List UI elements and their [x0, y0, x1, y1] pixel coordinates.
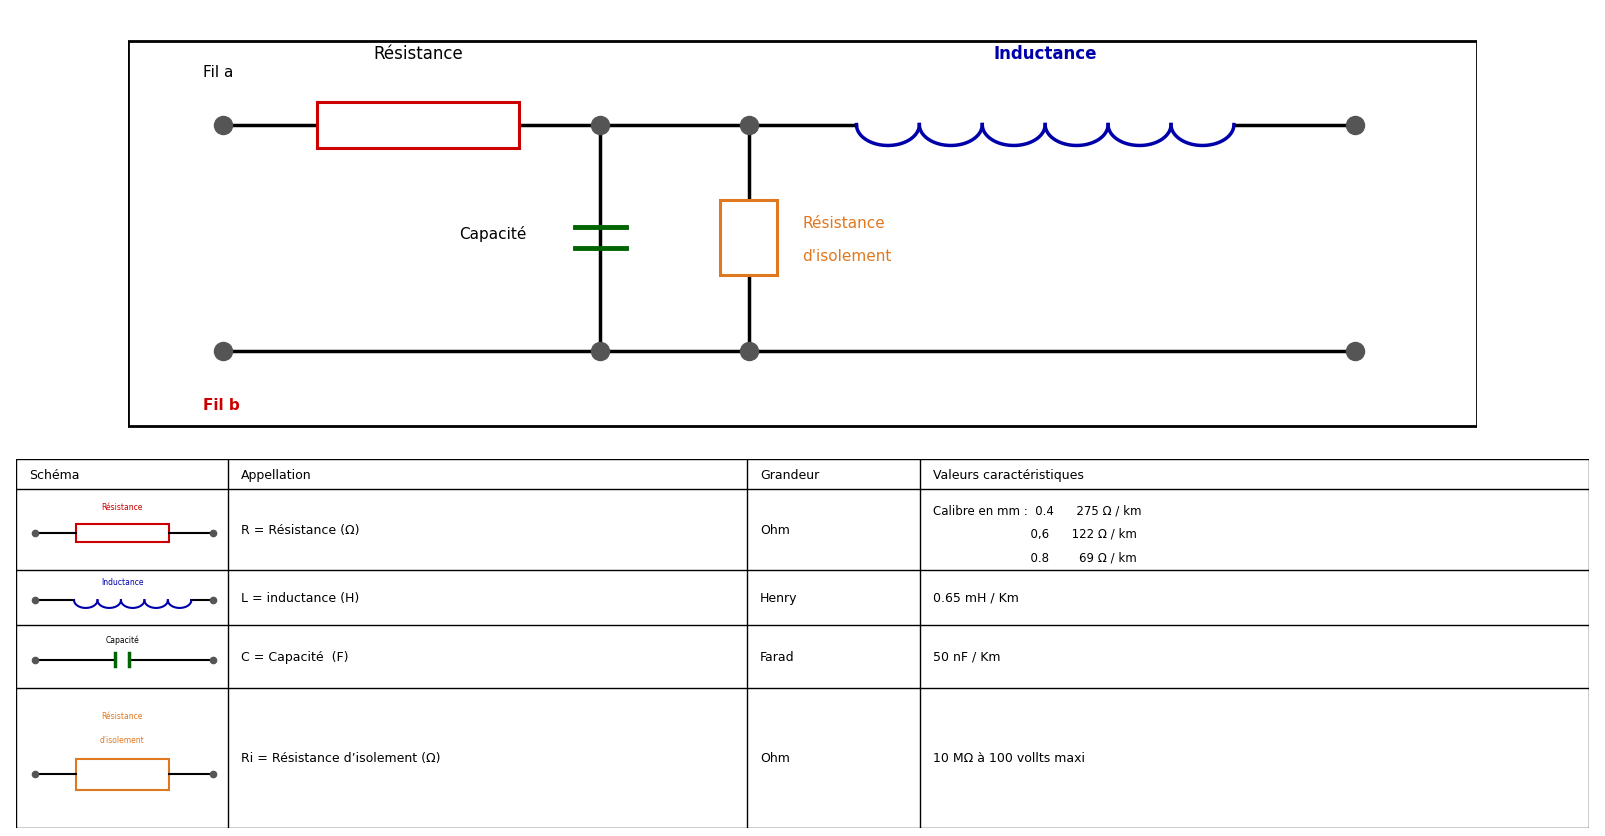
Text: Ri = Résistance d’isolement (Ω): Ri = Résistance d’isolement (Ω)	[241, 752, 440, 764]
Text: Inductance: Inductance	[993, 44, 1096, 63]
Text: 0.8        69 Ω / km: 0.8 69 Ω / km	[933, 550, 1136, 563]
Text: Farad: Farad	[761, 650, 794, 663]
Text: Inductance: Inductance	[101, 578, 143, 587]
Text: Henry: Henry	[761, 591, 798, 604]
Text: Appellation: Appellation	[241, 468, 311, 481]
Text: d'isolement: d'isolement	[100, 735, 144, 744]
Text: L = inductance (H): L = inductance (H)	[241, 591, 360, 604]
Text: Fil a: Fil a	[202, 64, 233, 79]
Text: Ohm: Ohm	[761, 523, 790, 536]
Text: Résistance: Résistance	[802, 216, 886, 231]
Bar	[721, 201, 777, 276]
Text: Capacité: Capacité	[459, 226, 526, 242]
Text: C = Capacité  (F): C = Capacité (F)	[241, 650, 348, 663]
Text: R = Résistance (Ω): R = Résistance (Ω)	[241, 523, 360, 536]
Text: Valeurs caractéristiques: Valeurs caractéristiques	[933, 468, 1083, 481]
Text: Grandeur: Grandeur	[761, 468, 819, 481]
Text: 50 nF / Km: 50 nF / Km	[933, 650, 1000, 663]
Text: Résistance: Résistance	[101, 502, 143, 512]
Text: Résistance: Résistance	[101, 711, 143, 721]
Text: 0.65 mH / Km: 0.65 mH / Km	[933, 591, 1019, 604]
Text: Fil b: Fil b	[202, 397, 239, 412]
Text: Résistance: Résistance	[374, 44, 464, 63]
Text: Ohm: Ohm	[761, 752, 790, 764]
Text: 0,6      122 Ω / km: 0,6 122 Ω / km	[933, 527, 1136, 540]
Text: Schéma: Schéma	[29, 468, 79, 481]
Text: d'isolement: d'isolement	[802, 249, 892, 264]
Text: 10 MΩ à 100 vollts maxi: 10 MΩ à 100 vollts maxi	[933, 752, 1085, 764]
Bar	[75, 525, 169, 543]
Bar	[75, 759, 169, 790]
Text: Capacité: Capacité	[106, 635, 140, 644]
Bar	[318, 103, 520, 149]
Text: Calibre en mm :  0.4      275 Ω / km: Calibre en mm : 0.4 275 Ω / km	[933, 503, 1141, 517]
